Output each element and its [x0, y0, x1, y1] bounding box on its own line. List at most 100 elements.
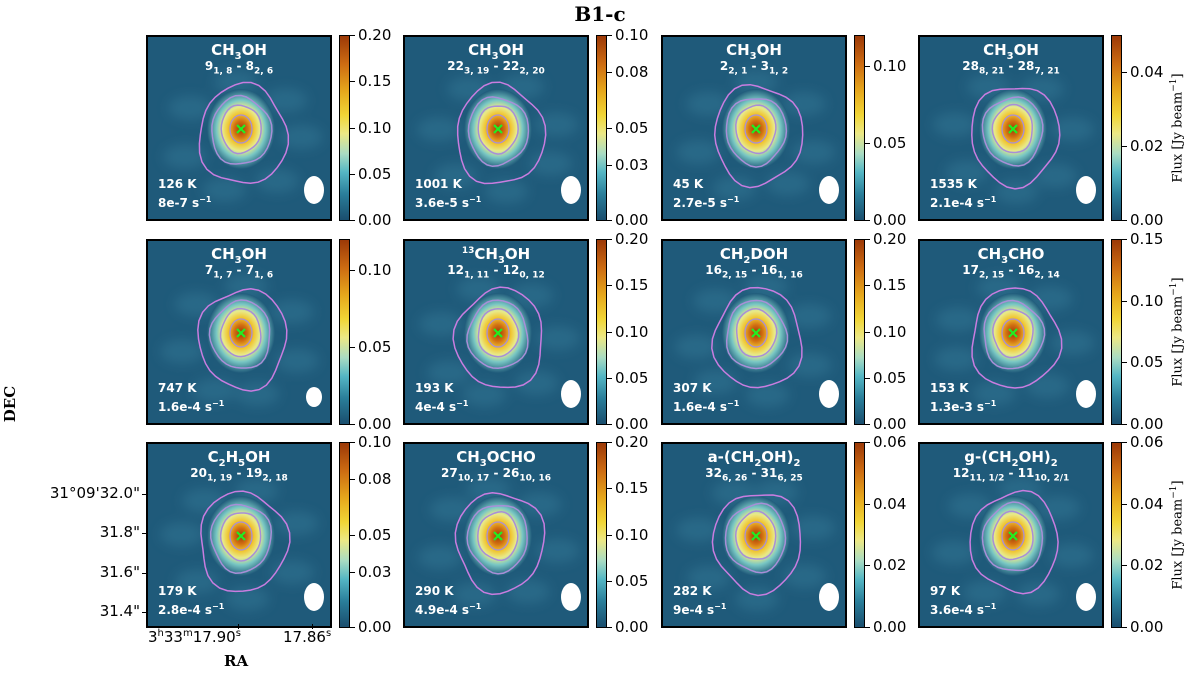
beam-ellipse-icon	[819, 380, 839, 408]
contour	[200, 490, 291, 593]
colorbar-tick: 0.10	[1122, 292, 1182, 310]
colorbar-tick: 0.20	[607, 433, 667, 451]
einstein-coefficient: 2.7e-5 s−1	[673, 195, 740, 210]
contour	[725, 98, 788, 168]
contour	[209, 503, 273, 574]
beam-ellipse-icon	[561, 380, 581, 408]
emission-map	[920, 241, 1102, 423]
beam-ellipse-icon	[561, 176, 581, 204]
colorbar-tick: 0.02	[865, 556, 925, 574]
figure-title: B1-c	[574, 2, 626, 26]
emission-map	[148, 444, 330, 626]
source-marker-icon	[493, 531, 503, 541]
upper-energy: 290 K	[415, 584, 454, 598]
line-info: 282 K 9e-4 s−1	[673, 583, 726, 618]
colorbar	[854, 442, 865, 628]
upper-energy: 179 K	[158, 584, 197, 598]
transition-label: 172, 15 - 162, 14	[962, 263, 1060, 281]
colorbar-ticks: 0.06 0.04 0.02 0.00	[1122, 433, 1182, 636]
colorbar-tick: 0.20	[865, 230, 925, 248]
beam-ellipse-icon	[561, 583, 581, 611]
contour	[229, 318, 253, 348]
contour	[734, 510, 777, 560]
colorbar	[1111, 442, 1122, 628]
colorbar-tick: 0.00	[607, 618, 667, 636]
emission-map	[405, 37, 587, 219]
ra-tick-sunit: s	[235, 628, 241, 639]
molecule-name: CH2DOH	[719, 245, 789, 266]
einstein-coefficient: 1.6e-4 s−1	[158, 399, 225, 414]
colorbar	[339, 239, 350, 425]
beam-ellipse-icon	[1076, 176, 1096, 204]
map-panel: CH3OH 288, 21 - 287, 21 1535 K 2.1e-4 s−1	[918, 35, 1104, 221]
background-noise	[931, 477, 1094, 606]
einstein-coefficient: 2.8e-4 s−1	[158, 602, 225, 617]
emission-map	[405, 241, 587, 423]
colorbar-tick: 0.10	[350, 433, 410, 451]
colorbar-tick: 0.15	[607, 276, 667, 294]
beam-ellipse-icon	[1076, 380, 1096, 408]
contour	[466, 505, 528, 575]
colorbar-ticks: 0.04 0.02 0.00	[1122, 35, 1182, 229]
map-panel: CH3OH 22, 1 - 31, 2 45 K 2.7e-5 s−1	[661, 35, 847, 221]
colorbar-tick: 0.00	[1122, 211, 1182, 229]
transition-label: 223, 19 - 222, 20	[447, 59, 545, 77]
beam-ellipse-icon	[306, 387, 322, 407]
line-info: 193 K 4e-4 s−1	[415, 380, 468, 415]
contour	[744, 521, 768, 551]
contour	[744, 318, 768, 348]
dec-tick-label: 31.6"	[99, 563, 140, 581]
contour	[220, 104, 262, 155]
line-info: 1001 K 3.6e-5 s−1	[415, 176, 481, 211]
molecule-name: a-(CH2OH)2	[707, 448, 801, 469]
transition-label: 1211, 1/2 - 1110, 2/1	[952, 466, 1070, 484]
colorbar-ticks: 0.15 0.10 0.05 0.00	[1122, 230, 1182, 433]
einstein-coefficient: 1.6e-4 s−1	[673, 399, 740, 414]
colorbar	[854, 239, 865, 425]
emission-map	[148, 241, 330, 423]
colorbar-tick: 0.03	[607, 156, 667, 174]
colorbar-tick: 0.05	[350, 338, 410, 356]
contour	[211, 94, 273, 165]
colorbar-tick: 0.15	[607, 479, 667, 497]
ra-tick-label: 3h33m17.90s	[148, 628, 241, 646]
colorbar-tick: 0.05	[865, 134, 925, 152]
upper-energy: 193 K	[415, 381, 454, 395]
contour	[711, 286, 803, 389]
colorbar-ticks: 0.20 0.15 0.10 0.05 0.00	[607, 433, 667, 636]
contour	[735, 104, 777, 155]
background-noise	[159, 478, 319, 611]
colorbar-tick: 0.10	[865, 323, 925, 341]
molecule-name: g-(CH2OH)2	[964, 448, 1058, 469]
colorbar-tick: 0.00	[350, 211, 410, 229]
molecule-name: CH3OH	[211, 245, 267, 266]
beam-ellipse-icon	[1076, 583, 1096, 611]
upper-energy: 282 K	[673, 584, 712, 598]
colorbar-tick: 0.08	[607, 63, 667, 81]
upper-energy: 153 K	[930, 381, 969, 395]
molecule-name: CH3OH	[983, 41, 1039, 62]
transition-label: 288, 21 - 287, 21	[962, 59, 1060, 77]
transition-label: 201, 19 - 192, 18	[190, 466, 288, 484]
colorbar-tick: 0.00	[1122, 618, 1182, 636]
molecule-name: CH3OH	[468, 41, 524, 62]
source-marker-icon	[1008, 531, 1018, 541]
colorbar-tick: 0.00	[350, 618, 410, 636]
source-marker-icon	[493, 124, 503, 134]
contour	[971, 87, 1061, 190]
line-info: 179 K 2.8e-4 s−1	[158, 583, 224, 618]
emission-map	[405, 444, 587, 626]
contour	[208, 299, 271, 369]
contour	[981, 501, 1044, 572]
contour	[1001, 114, 1025, 144]
emission-map	[148, 37, 330, 219]
contour	[991, 103, 1033, 154]
map-panel: CH3OH 223, 19 - 222, 20 1001 K 3.6e-5 s−1	[403, 35, 589, 221]
transition-label: 71, 7 - 71, 6	[204, 263, 274, 281]
contour	[983, 299, 1046, 370]
colorbar-tick: 0.20	[607, 230, 667, 248]
contour	[197, 288, 288, 392]
colorbar-ticks: 0.20 0.15 0.10 0.05 0.00	[865, 230, 925, 433]
colorbar-tick: 0.00	[607, 211, 667, 229]
contour	[229, 114, 253, 144]
